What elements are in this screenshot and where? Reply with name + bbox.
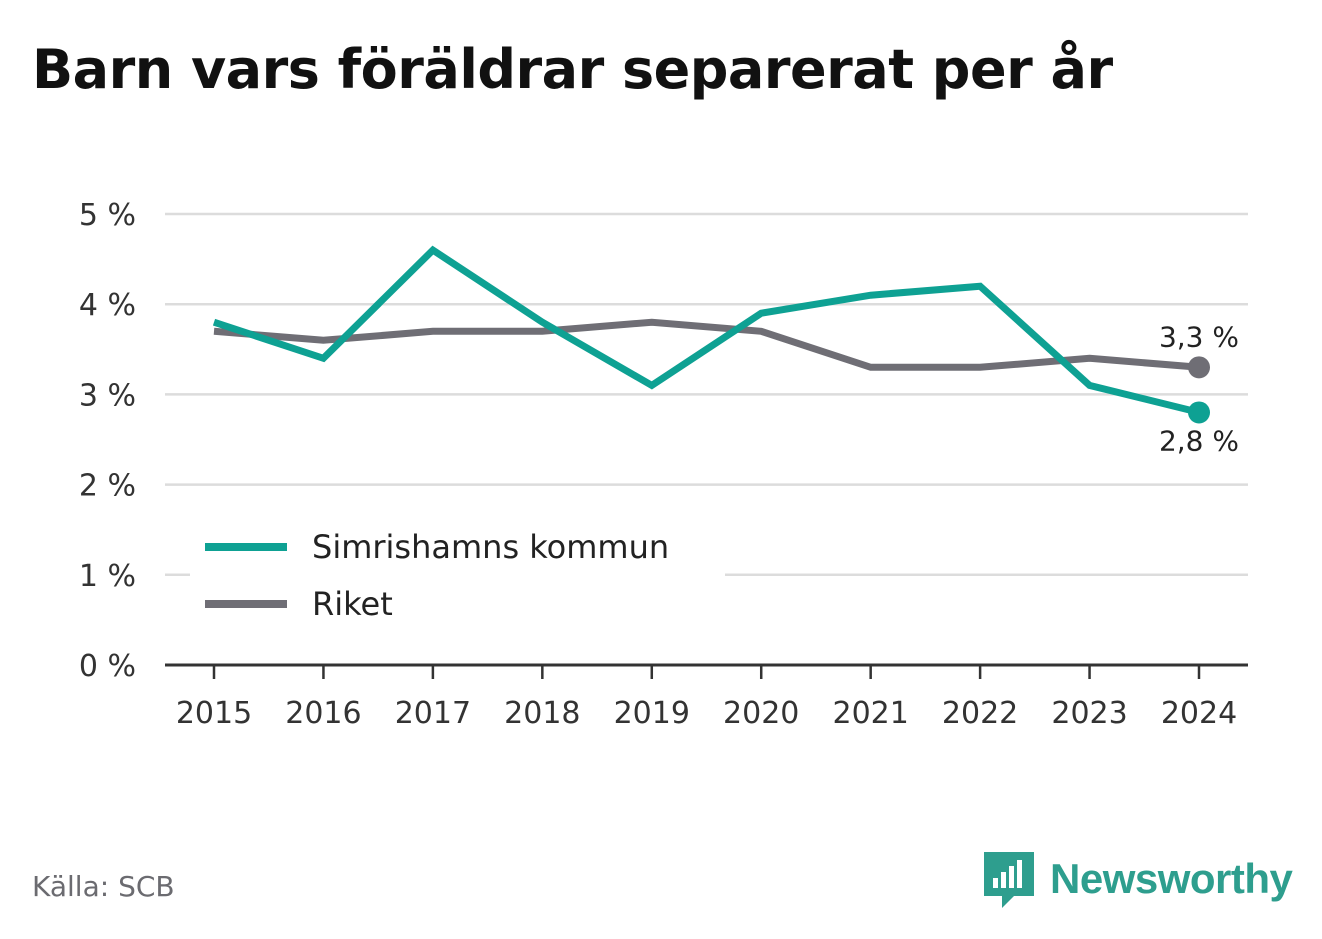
- x-tick-label: 2022: [942, 696, 1018, 731]
- y-tick-label: 1 %: [79, 559, 136, 594]
- series-line: [212, 245, 1200, 416]
- series-lines: [212, 245, 1210, 424]
- x-tick-label: 2017: [395, 696, 471, 731]
- end-labels: 2,8 % 3,3 %: [1159, 320, 1239, 457]
- y-axis-ticks: 0 % 1 % 2 % 3 % 4 % 5 %: [79, 198, 136, 684]
- end-value-label: 3,3 %: [1159, 320, 1239, 353]
- brand-name: Newsworthy: [1050, 855, 1293, 902]
- end-value-label: 2,8 %: [1159, 424, 1239, 457]
- y-tick-label: 4 %: [79, 288, 136, 323]
- x-tick-label: 2024: [1161, 696, 1237, 731]
- x-axis: 2015 2016 2017 2018 2019 2020 2021 2022 2023 2024: [165, 663, 1248, 731]
- x-tick-label: 2019: [614, 696, 690, 731]
- y-tick-label: 5 %: [79, 198, 136, 233]
- y-tick-label: 2 %: [79, 469, 136, 504]
- y-tick-label: 0 %: [79, 649, 136, 684]
- x-tick-label: 2021: [832, 696, 908, 731]
- line-chart: 0 %1 %2 %3 %4 %5 % 2015 2016 2017 2018 2019 2…: [79, 198, 1248, 731]
- end-marker: [1188, 401, 1210, 424]
- brand: Newsworthy: [980, 848, 1293, 910]
- x-tick-label: 2023: [1051, 696, 1127, 731]
- legend: Simrishamns kommun Riket: [190, 518, 725, 626]
- legend-label: Riket: [312, 585, 393, 623]
- legend-label: Simrishamns kommun: [312, 528, 669, 566]
- x-tick-label: 2015: [176, 696, 252, 731]
- series-line: [213, 318, 1200, 371]
- end-marker: [1188, 356, 1210, 379]
- x-tick-label: 2020: [723, 696, 799, 731]
- x-tick-label: 2018: [504, 696, 580, 731]
- newsworthy-logo-icon: [984, 852, 1034, 908]
- chart-title: Barn vars föräldrar separerat per år: [32, 38, 1113, 101]
- x-tick-label: 2016: [285, 696, 361, 731]
- source-label: Källa: SCB: [32, 870, 175, 903]
- y-tick-label: 3 %: [79, 378, 136, 413]
